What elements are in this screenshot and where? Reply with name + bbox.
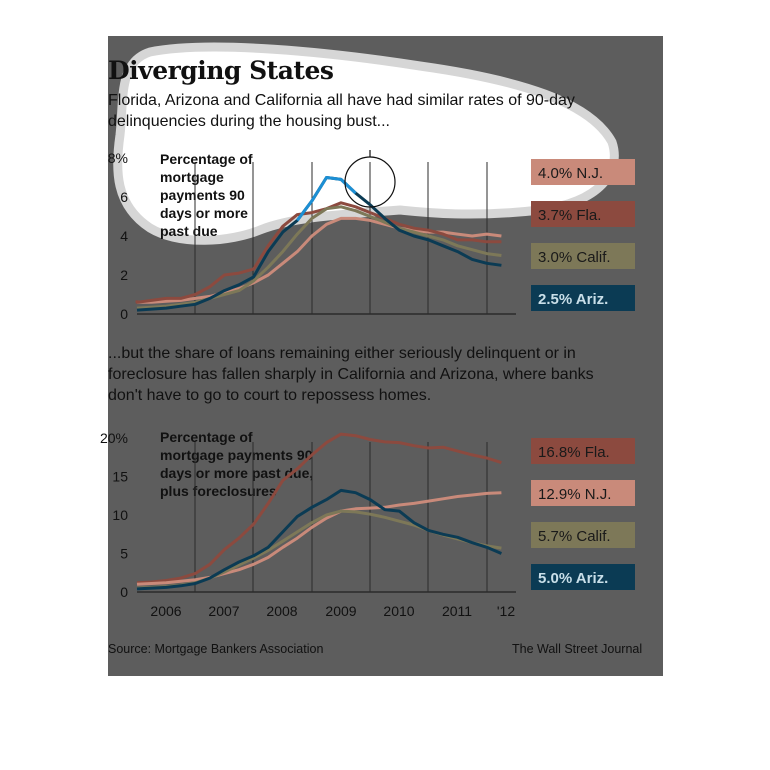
chart2-x-tick-label: 2006 (150, 603, 181, 619)
chart1-ariz-peak-highlight (296, 176, 357, 222)
chart1-y-tick-label: 8% (108, 150, 128, 166)
chart1-legend-label: 2.5% Ariz. (538, 291, 608, 308)
chart1-y-tick-label: 2 (120, 267, 128, 283)
chart1-y-tick-label: 0 (120, 306, 128, 322)
chart1-y-tick-label: 4 (120, 228, 128, 244)
chart2-legend-box (531, 438, 635, 464)
publisher-credit: The Wall Street Journal (512, 642, 643, 656)
chart2-series-line-ariz (136, 488, 502, 591)
intro-top-text: Florida, Arizona and California all have… (108, 92, 575, 130)
chart2-legend-box (531, 564, 635, 590)
chart1-legend-box (531, 243, 635, 269)
chart2-legend-box (531, 522, 635, 548)
chart1-series-line-nj (137, 216, 502, 304)
chart1-series-line-calif (136, 205, 502, 310)
chart1-series-line-fla (135, 201, 502, 304)
chart2-y-tick-label: 5 (120, 546, 128, 562)
chart2-label: Percentage of mortgage payments 90 days … (160, 429, 314, 499)
chart2-legend-label: 5.7% Calif. (538, 528, 611, 545)
intro-bottom-text: ...but the share of loans remaining eith… (108, 345, 594, 404)
chart-title: Diverging States (108, 56, 334, 85)
chart2-legend-label: 12.9% N.J. (538, 486, 611, 503)
chart2-x-tick-label: 2010 (383, 603, 414, 619)
chart2-x-tick-label: '12 (497, 603, 515, 619)
chart1-legend-label: 3.0% Calif. (538, 249, 611, 266)
chart2-y-tick-label: 15 (112, 469, 128, 485)
chart1-legend-box (531, 285, 635, 311)
chart2-y-tick-label: 20% (100, 430, 128, 446)
highlight-blob (113, 42, 619, 245)
chart1-series-line-ariz (136, 176, 502, 312)
source-note: Source: Mortgage Bankers Association (108, 642, 324, 656)
chart1-label: Percentage of mortgage payments 90 days … (160, 151, 253, 239)
chart2-x-tick-label: 2011 (442, 603, 472, 619)
chart2-y-tick-label: 0 (120, 584, 128, 600)
chart1-legend-label: 4.0% N.J. (538, 165, 603, 182)
chart2-y-tick-label: 10 (112, 507, 128, 523)
chart2-series-line-nj (136, 491, 502, 586)
chart2-x-tick-label: 2008 (266, 603, 297, 619)
chart2-legend-box (531, 480, 635, 506)
chart1-y-tick-label: 6 (120, 189, 128, 205)
chart2-legend-label: 16.8% Fla. (538, 444, 610, 461)
chart1-legend-box (531, 201, 635, 227)
chart2-series-line-fla (136, 432, 502, 585)
chart1-legend-label: 3.7% Fla. (538, 207, 601, 224)
chart2-x-tick-label: 2007 (208, 603, 239, 619)
chart2-legend-label: 5.0% Ariz. (538, 570, 608, 587)
chart2-x-tick-label: 2009 (325, 603, 356, 619)
chart1-legend-box (531, 159, 635, 185)
